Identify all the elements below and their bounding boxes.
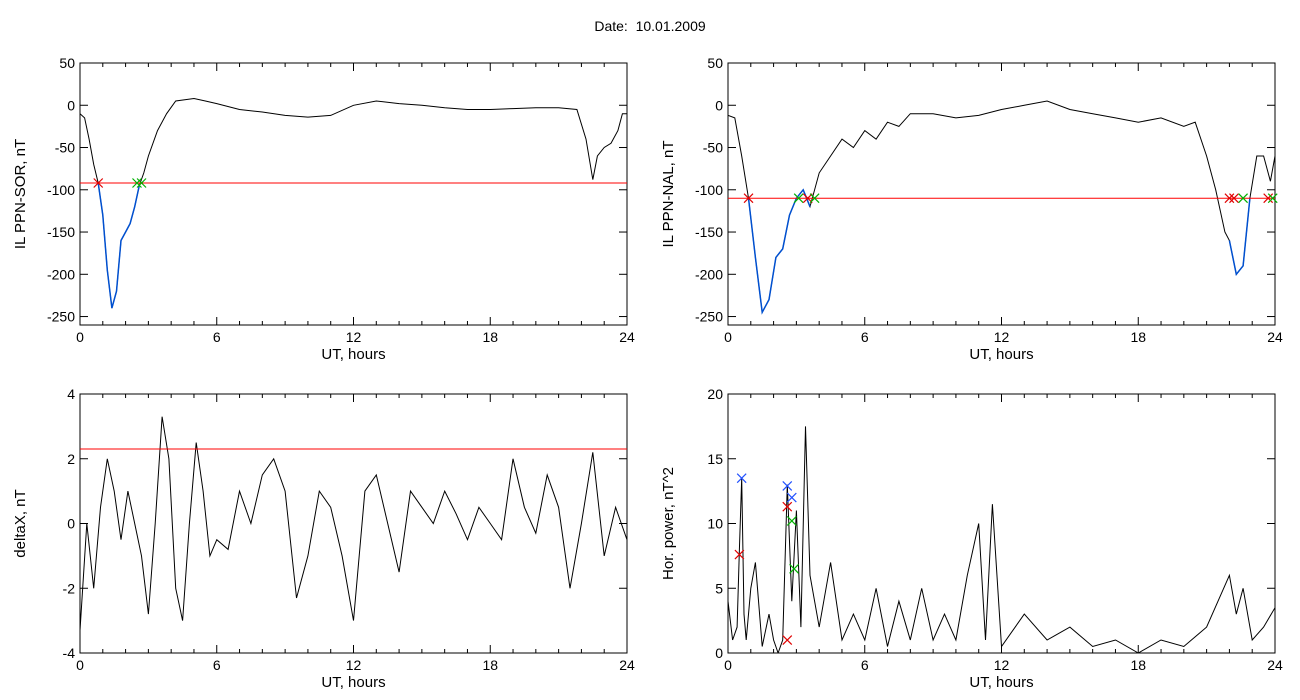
event-marker <box>1224 193 1235 204</box>
y-tick-label: -250 <box>695 309 723 325</box>
y-tick-label: 2 <box>67 451 75 467</box>
x-tick-label: 0 <box>76 657 84 673</box>
x-axis-label: UT, hours <box>969 674 1033 691</box>
x-tick-label: 0 <box>724 329 732 345</box>
x-axis-label: UT, hours <box>321 674 385 691</box>
y-axis-label: Hor. power, nT^2 <box>660 467 677 580</box>
x-tick-label: 12 <box>994 329 1010 345</box>
y-tick-label: 15 <box>707 451 723 467</box>
panel-il-ppn-sor: 0 6 12 18 24 50 0 -50 -100 -150 -200 -250 UT, hours I… <box>12 55 635 363</box>
event-marker <box>132 178 142 188</box>
x-tick-label: 12 <box>346 329 362 345</box>
x-tick-label: 24 <box>619 657 635 673</box>
x-tick-label: 12 <box>346 657 362 673</box>
event-marker <box>736 473 747 484</box>
x-tick-label: 18 <box>1130 657 1146 673</box>
y-tick-label: -200 <box>695 266 723 282</box>
event-marker <box>782 501 793 512</box>
y-axis-label: IL PPN-SOR, nT <box>12 139 29 249</box>
y-tick-label: -100 <box>695 182 723 198</box>
x-tick-label: 24 <box>1267 657 1283 673</box>
y-tick-label: 50 <box>707 55 723 71</box>
y-axis-label: IL PPN-NAL, nT <box>660 141 677 248</box>
y-tick-label: 0 <box>715 97 723 113</box>
x-tick-label: 18 <box>482 329 498 345</box>
y-axis-label: deltaX, nT <box>12 489 29 557</box>
y-tick-label: 0 <box>715 645 723 661</box>
substorm-segment <box>1228 198 1251 277</box>
event-marker <box>1238 193 1249 204</box>
panel-il-ppn-nal: 0 6 12 18 24 50 0 -50 -100 -150 -200 -250 UT, hours I… <box>660 55 1283 363</box>
x-tick-label: 0 <box>76 329 84 345</box>
panel-hor-power: 0 6 12 18 24 20 15 10 5 0 UT, hours Hor. power, nT^… <box>660 386 1283 691</box>
y-tick-label: -150 <box>47 224 75 240</box>
x-tick-label: 0 <box>724 657 732 673</box>
y-tick-label: 5 <box>715 580 723 596</box>
y-tick-label: -250 <box>47 309 75 325</box>
substorm-segment <box>747 188 811 315</box>
event-marker <box>136 178 147 188</box>
x-tick-label: 18 <box>1130 329 1146 345</box>
x-tick-label: 6 <box>213 329 221 345</box>
event-marker <box>809 193 820 204</box>
event-marker <box>1229 193 1239 204</box>
y-tick-label: 0 <box>67 516 75 532</box>
plot-frame <box>79 62 628 326</box>
x-tick-label: 6 <box>861 657 869 673</box>
event-marker <box>93 178 104 188</box>
x-tick-label: 6 <box>213 657 221 673</box>
panel-deltax: 0 6 12 18 24 4 2 0 -2 -4 UT, hours deltaX, nT <box>12 386 635 691</box>
y-tick-label: 50 <box>59 55 75 71</box>
y-tick-label: -100 <box>47 182 75 198</box>
x-axis-label: UT, hours <box>321 346 385 363</box>
y-tick-label: -2 <box>63 580 76 596</box>
y-tick-label: -50 <box>55 140 75 156</box>
y-tick-label: 4 <box>67 386 75 402</box>
y-tick-label: -200 <box>47 266 75 282</box>
event-marker <box>1267 193 1278 204</box>
event-marker <box>734 549 745 560</box>
series-line <box>80 416 627 631</box>
x-tick-label: 12 <box>994 657 1010 673</box>
y-tick-label: 20 <box>707 386 723 402</box>
y-tick-label: -150 <box>695 224 723 240</box>
y-tick-label: 0 <box>67 97 75 113</box>
event-marker <box>789 563 800 574</box>
event-marker <box>782 481 793 491</box>
x-tick-label: 6 <box>861 329 869 345</box>
series-line <box>728 426 1275 653</box>
y-tick-label: 10 <box>707 516 723 532</box>
x-axis-label: UT, hours <box>969 346 1033 363</box>
plot-frame <box>79 393 628 654</box>
event-marker <box>786 492 797 503</box>
y-tick-label: -4 <box>63 645 76 661</box>
event-marker <box>1263 193 1274 204</box>
series-line <box>80 97 627 309</box>
substorm-segment <box>97 182 141 309</box>
y-tick-label: -50 <box>703 140 723 156</box>
x-tick-label: 24 <box>1267 329 1283 345</box>
event-marker <box>793 193 804 204</box>
x-tick-label: 18 <box>482 657 498 673</box>
plot-frame <box>727 393 1276 654</box>
event-marker <box>743 193 754 204</box>
event-marker <box>782 635 793 645</box>
x-tick-label: 24 <box>619 329 635 345</box>
event-marker <box>786 515 797 526</box>
date-title: Date: 10.01.2009 <box>594 18 706 34</box>
